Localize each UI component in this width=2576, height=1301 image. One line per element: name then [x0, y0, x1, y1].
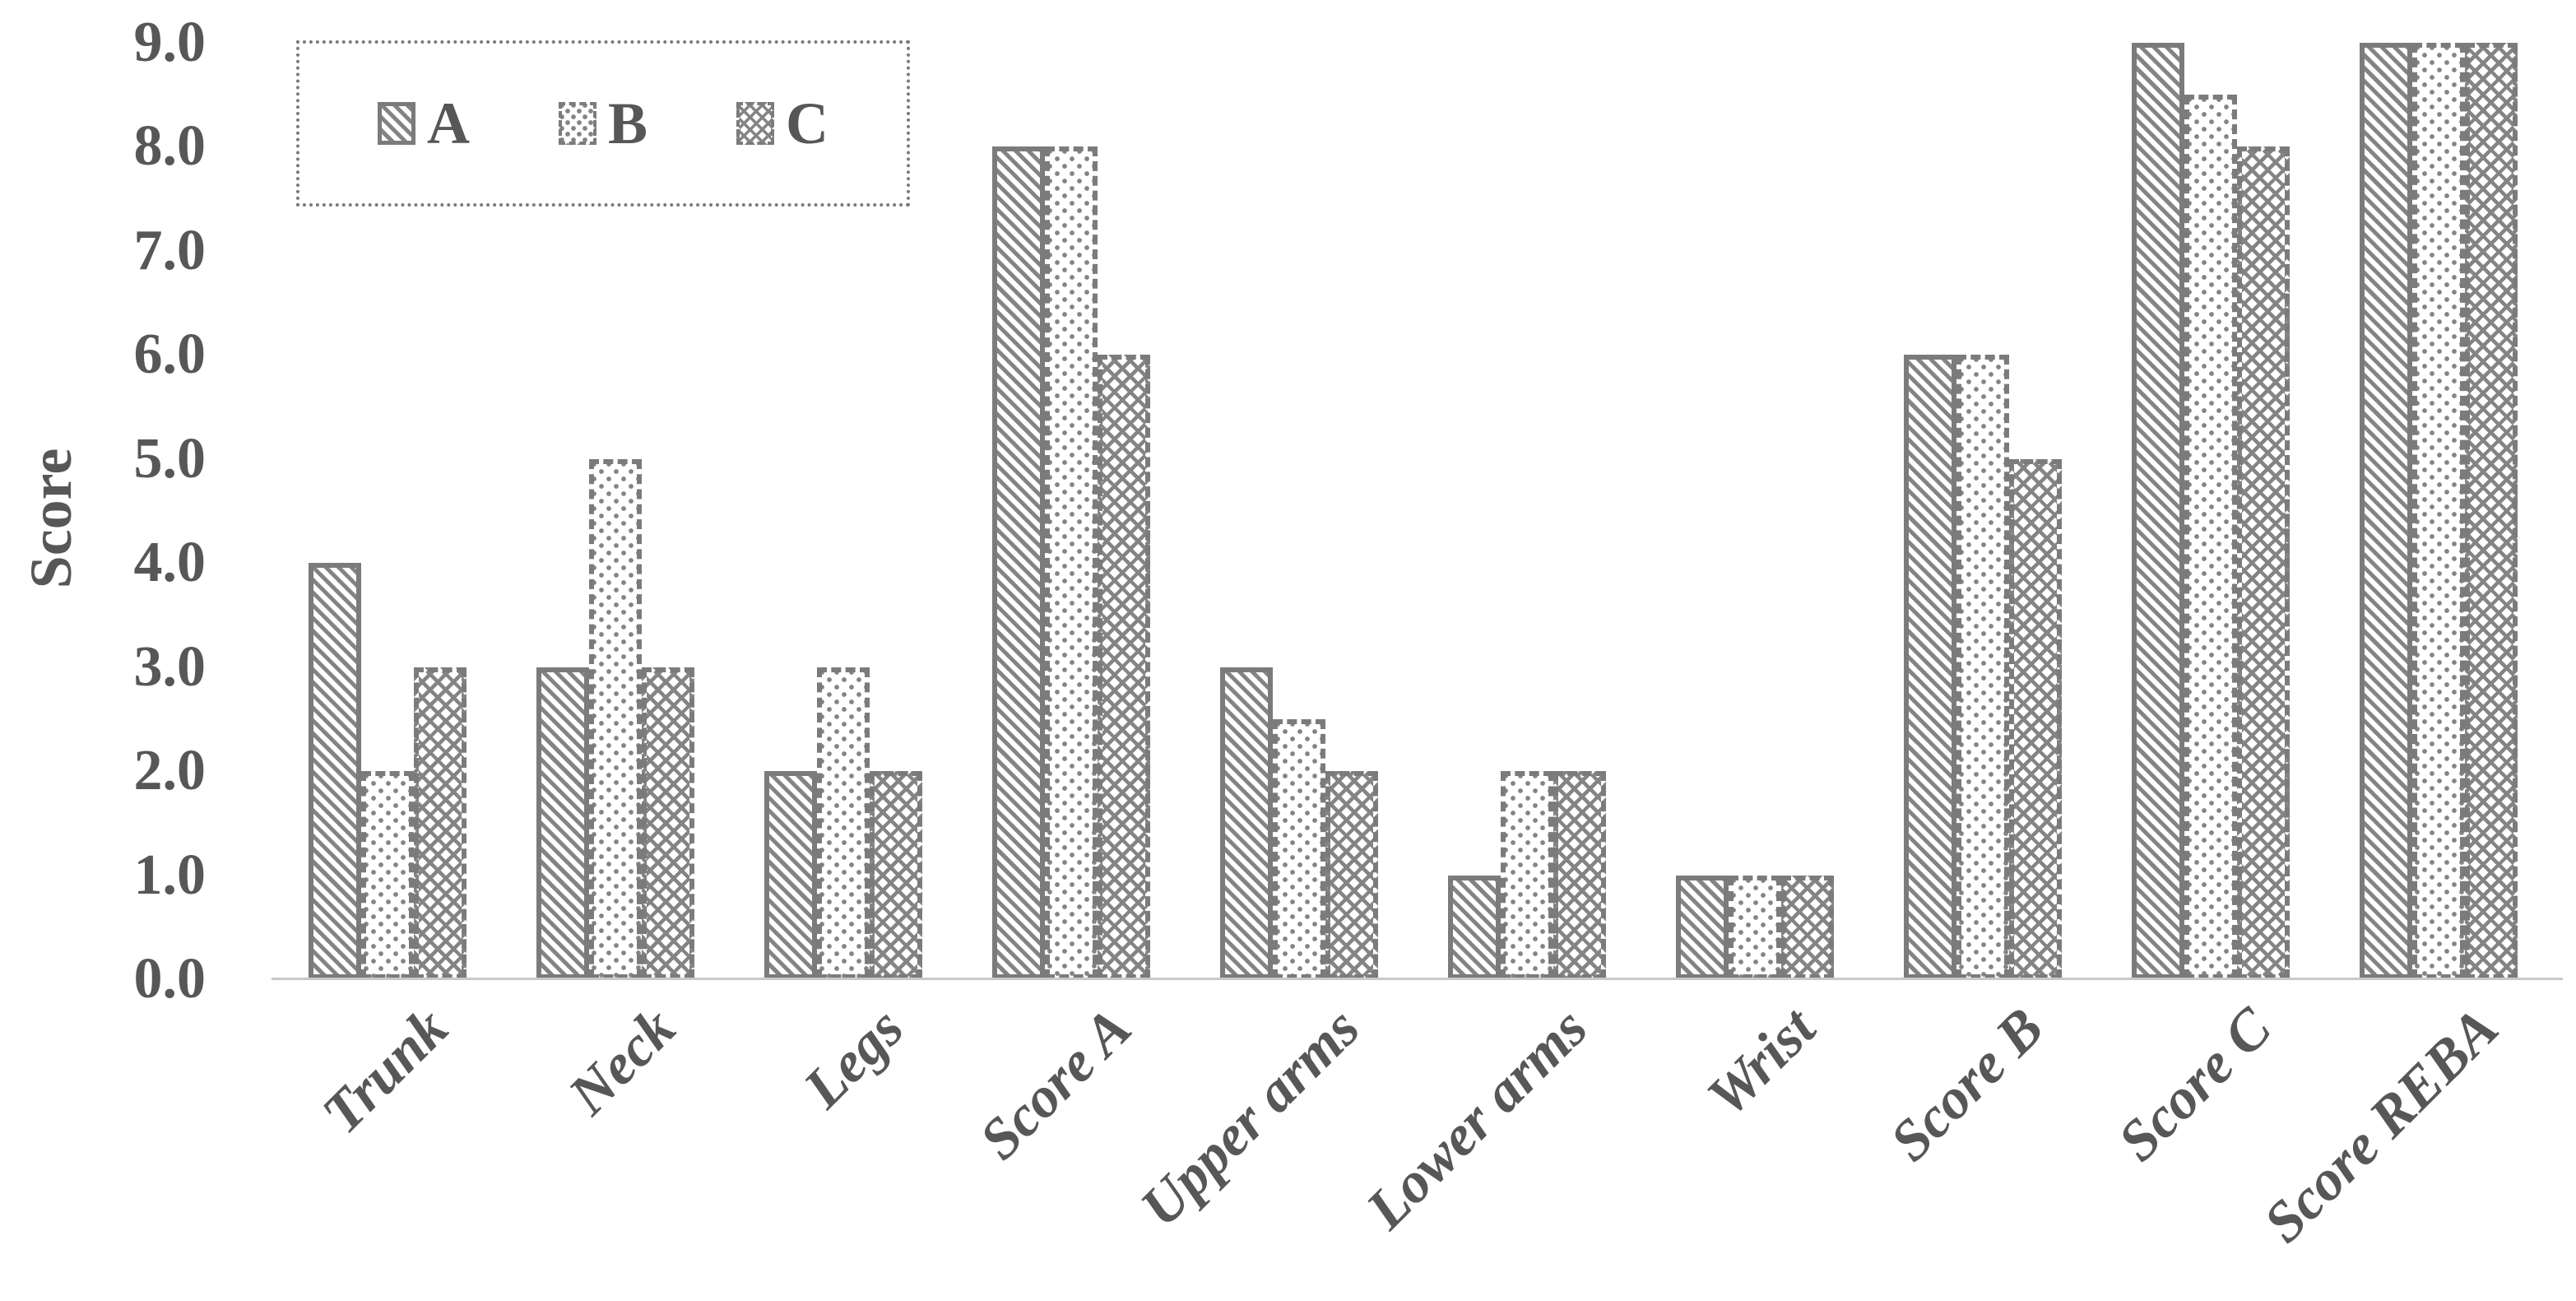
- bar-score-a-b: [1045, 146, 1098, 979]
- x-axis-line: [272, 978, 2563, 980]
- legend-swatch-b-icon: [558, 102, 596, 145]
- bar-score-c-c: [2237, 146, 2290, 979]
- bar-score-b-c: [2009, 458, 2062, 979]
- bar-lower-arms-a: [1448, 875, 1501, 979]
- bar-lower-arms-b: [1501, 771, 1553, 979]
- bar-neck-c: [642, 667, 694, 979]
- y-tick-label-2.0: 2.0: [133, 739, 207, 802]
- y-axis-title: Score: [18, 448, 84, 589]
- y-tick-label-4.0: 4.0: [133, 531, 207, 594]
- legend-label-c: C: [786, 91, 829, 156]
- y-tick-label-1.0: 1.0: [133, 843, 207, 907]
- bar-score-b-a: [1904, 355, 1956, 979]
- legend-label-b: B: [607, 91, 648, 156]
- bar-score-b-b: [1956, 355, 2009, 979]
- x-label-score-b: Score B: [1877, 996, 2056, 1173]
- bar-wrist-c: [1781, 875, 1834, 979]
- y-tick-label-5.0: 5.0: [133, 426, 207, 490]
- bar-upper-arms-b: [1273, 718, 1325, 979]
- legend: A B C: [296, 40, 910, 207]
- bar-score-a-a: [992, 146, 1045, 979]
- x-label-neck: Neck: [557, 996, 689, 1127]
- x-label-trunk: Trunk: [310, 996, 461, 1146]
- x-label-upper-arms: Upper arms: [1128, 996, 1372, 1239]
- y-tick-label-8.0: 8.0: [133, 114, 207, 178]
- bar-score-reba-a: [2360, 42, 2412, 979]
- bar-lower-arms-c: [1553, 771, 1606, 979]
- bar-score-reba-b: [2412, 42, 2465, 979]
- legend-item-a: A: [377, 91, 470, 156]
- legend-swatch-c-icon: [736, 102, 775, 145]
- bar-trunk-c: [414, 667, 466, 979]
- y-tick-label-7.0: 7.0: [133, 218, 207, 282]
- bar-score-reba-c: [2465, 42, 2518, 979]
- bar-wrist-b: [1729, 875, 1781, 979]
- bar-score-a-c: [1098, 355, 1150, 979]
- y-tick-label-6.0: 6.0: [133, 323, 207, 386]
- y-tick-label-0.0: 0.0: [133, 947, 207, 1011]
- bar-upper-arms-a: [1220, 667, 1273, 979]
- legend-item-c: C: [736, 94, 828, 153]
- x-label-lower-arms: Lower arms: [1354, 996, 1600, 1242]
- legend-item-b: B: [558, 91, 648, 156]
- bar-wrist-a: [1676, 875, 1729, 979]
- legend-swatch-a-icon: [377, 102, 415, 145]
- bar-neck-b: [589, 458, 642, 979]
- x-label-score-reba: Score REBA: [2252, 996, 2512, 1255]
- bar-trunk-a: [309, 563, 361, 979]
- bar-legs-a: [764, 771, 817, 979]
- x-label-score-c: Score C: [2105, 996, 2284, 1173]
- x-label-wrist: Wrist: [1695, 996, 1828, 1129]
- bar-legs-c: [870, 771, 922, 979]
- legend-label-a: A: [426, 91, 470, 156]
- bar-upper-arms-c: [1325, 771, 1378, 979]
- bar-score-c-b: [2184, 94, 2237, 979]
- bar-trunk-b: [361, 771, 414, 979]
- bar-neck-a: [536, 667, 589, 979]
- bar-score-c-a: [2132, 42, 2184, 979]
- bar-legs-b: [817, 667, 870, 979]
- x-label-score-a: Score A: [968, 996, 1144, 1173]
- y-tick-label-9.0: 9.0: [133, 10, 207, 74]
- x-label-legs: Legs: [791, 996, 917, 1121]
- y-tick-label-3.0: 3.0: [133, 634, 207, 699]
